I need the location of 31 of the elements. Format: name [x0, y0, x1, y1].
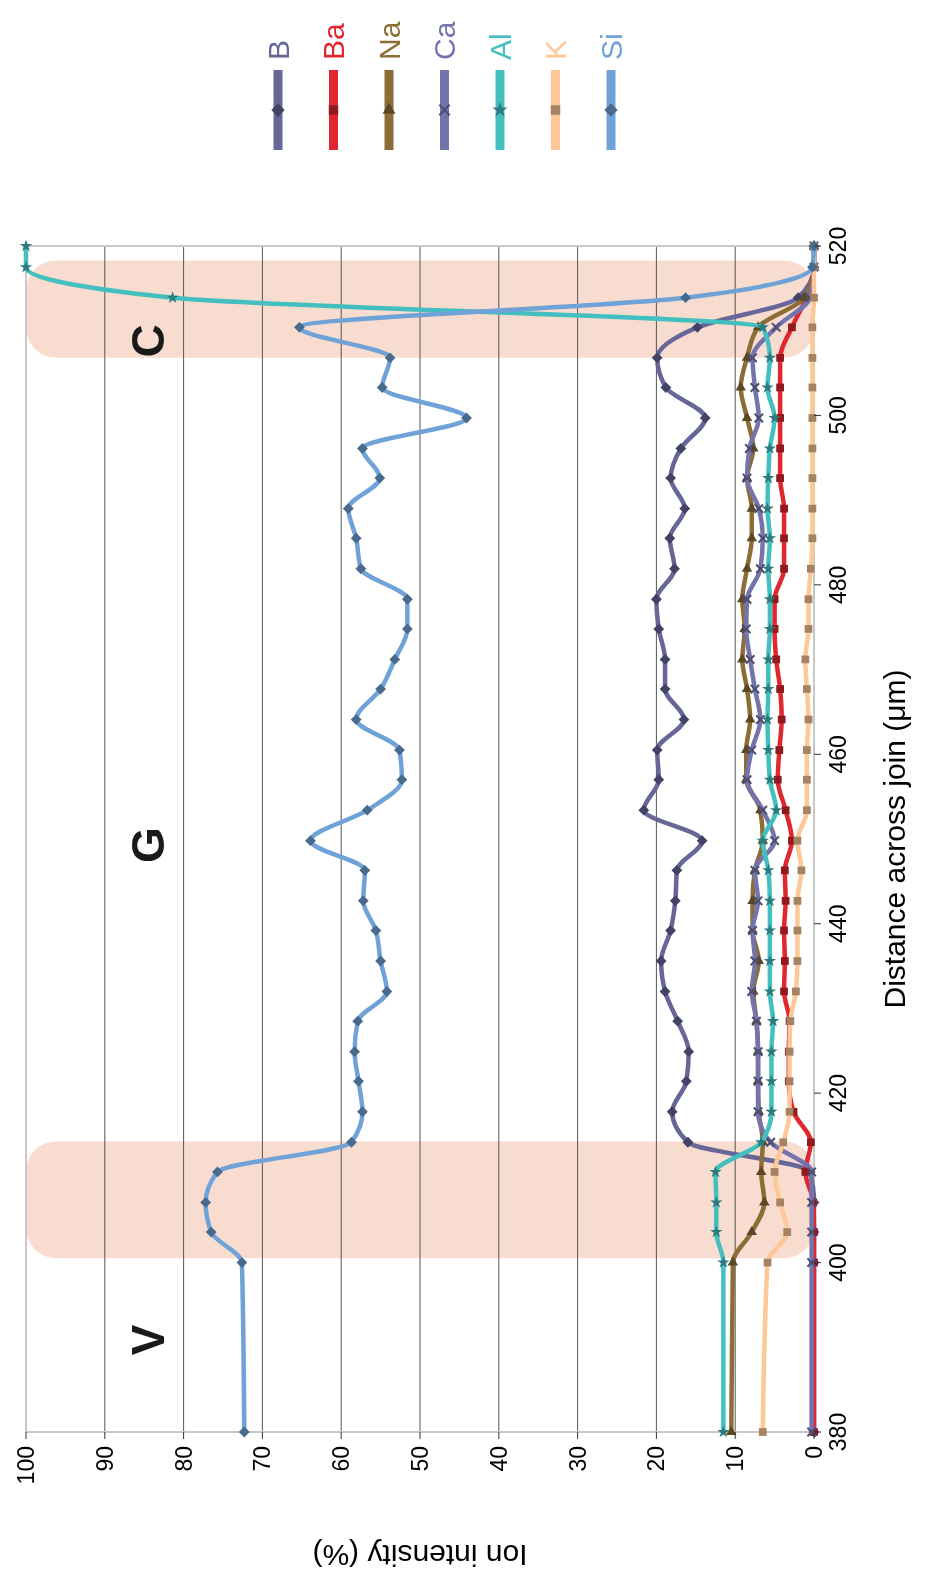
y-tick-label: 440 — [825, 904, 851, 943]
y-tick-label: 460 — [825, 735, 851, 774]
text: Al — [483, 33, 517, 60]
y-tick-label: 420 — [825, 1073, 851, 1113]
y-axis-title: Distance across join (μm) — [878, 669, 911, 1009]
x-tick-label: 40 — [485, 1446, 512, 1472]
x-axis-title: Ion intensity (%) — [312, 1539, 528, 1572]
text: Ba — [317, 22, 350, 60]
text: Na — [372, 21, 406, 60]
y-tick-label: 480 — [825, 565, 851, 605]
x-tick-label: 80 — [170, 1446, 197, 1472]
annotation: G — [122, 827, 174, 863]
x-tick-label: 50 — [407, 1446, 434, 1472]
y-tick-label: 520 — [825, 226, 851, 266]
text: Si — [594, 33, 628, 60]
x-tick-label: 70 — [249, 1446, 276, 1472]
x-tick-label: 20 — [643, 1446, 670, 1472]
x-tick-label: 30 — [564, 1446, 591, 1472]
x-tick-label: 0 — [801, 1446, 828, 1459]
x-tick-label: 90 — [91, 1446, 118, 1472]
annotation: V — [122, 1324, 174, 1356]
y-tick-label: 400 — [825, 1243, 851, 1282]
text: B — [261, 39, 295, 60]
annotation: C — [122, 324, 174, 358]
x-tick-label: 60 — [328, 1446, 355, 1472]
x-tick-label: 100 — [13, 1446, 40, 1485]
text: K — [539, 39, 572, 60]
text: Ca — [428, 21, 461, 60]
x-tick-label: 10 — [722, 1446, 749, 1472]
y-tick-label: 500 — [825, 396, 851, 435]
y-tick-label: 380 — [825, 1412, 851, 1452]
